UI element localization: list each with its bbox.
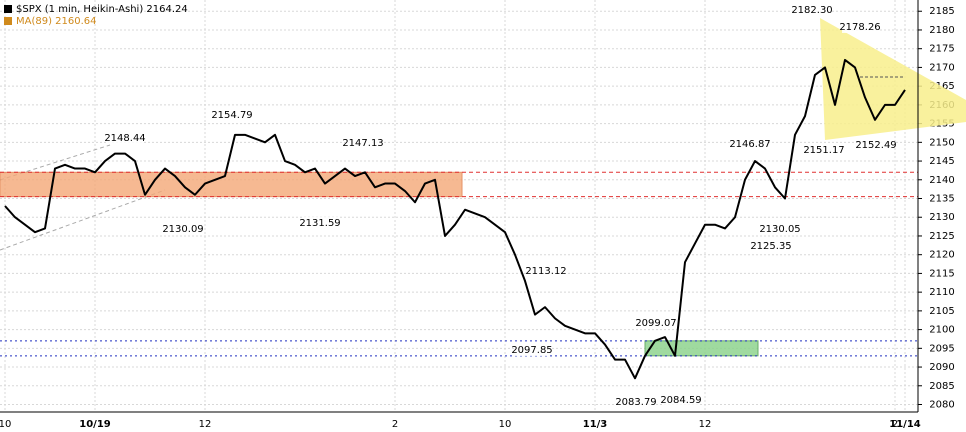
x-tick-label: 2 <box>892 419 898 430</box>
y-tick-label: 2105 <box>929 306 954 317</box>
annotation-bg <box>618 396 654 408</box>
annotation: 2182.30 <box>791 5 832 16</box>
y-tick-label: 2110 <box>929 287 954 298</box>
annotation-bg <box>302 217 338 229</box>
y-tick-label: 2080 <box>929 400 954 411</box>
y-tick-label: 2125 <box>929 231 954 242</box>
annotation: 2178.26 <box>839 22 880 33</box>
annotation: 2130.09 <box>162 224 203 235</box>
x-tick-label: 10 <box>499 419 512 430</box>
annotation: 2154.79 <box>211 110 252 121</box>
y-tick-label: 2140 <box>929 175 954 186</box>
y-tick-label: 2150 <box>929 137 954 148</box>
support-zone <box>644 340 759 357</box>
annotation-bg <box>732 138 768 150</box>
y-tick-label: 2170 <box>929 62 954 73</box>
annotation: 2152.49 <box>855 140 896 151</box>
legend-text: $SPX (1 min, Heikin-Ashi) 2164.24 <box>16 4 188 15</box>
annotation: 2125.35 <box>750 241 791 252</box>
annotation: 2113.12 <box>525 266 566 277</box>
legend-swatch <box>4 17 12 25</box>
annotation: 2151.17 <box>803 145 844 156</box>
y-tick-label: 2180 <box>929 25 954 36</box>
channel-lower <box>0 189 166 251</box>
annotation-bg <box>858 139 894 151</box>
annotation: 2099.07 <box>635 318 676 329</box>
x-tick-label: 10/19 <box>79 419 111 430</box>
y-tick-label: 2135 <box>929 194 954 205</box>
pennant <box>820 18 966 140</box>
annotation: 2084.59 <box>660 395 701 406</box>
y-tick-label: 2085 <box>929 381 954 392</box>
x-tick-label: 12 <box>199 419 212 430</box>
y-tick-label: 2090 <box>929 362 954 373</box>
price-line <box>4 58 906 380</box>
annotation: 2148.44 <box>104 133 145 144</box>
x-tick-label: 12 <box>699 419 712 430</box>
y-tick-label: 2095 <box>929 343 954 354</box>
annotation-bg <box>165 223 201 235</box>
y-tick-label: 2100 <box>929 325 954 336</box>
y-tick-label: 2130 <box>929 212 954 223</box>
annotation-bg <box>794 4 830 16</box>
annotation-bg <box>753 240 789 252</box>
x-tick-label: 2 <box>392 419 398 430</box>
y-tick-label: 2145 <box>929 156 954 167</box>
annotation-bg <box>762 223 798 235</box>
annotation-bg <box>345 137 381 149</box>
legend-swatch <box>4 5 12 13</box>
annotation: 2130.05 <box>759 224 800 235</box>
legend-text: MA(89) 2160.64 <box>16 16 97 27</box>
annotation: 2131.59 <box>299 218 340 229</box>
x-tick-label: 10 <box>0 419 11 430</box>
annotation-bg <box>663 394 699 406</box>
y-tick-label: 2120 <box>929 250 954 261</box>
annotation-bg <box>514 344 550 356</box>
annotation-bg <box>214 109 250 121</box>
x-tick-label: 11/3 <box>583 419 608 430</box>
channel-upper <box>0 144 111 181</box>
annotation: 2147.13 <box>342 138 383 149</box>
y-tick-label: 2175 <box>929 44 954 55</box>
y-tick-label: 2185 <box>929 6 954 17</box>
annotation-bg <box>638 317 674 329</box>
annotation: 2146.87 <box>729 139 770 150</box>
annotation-bg <box>528 265 564 277</box>
y-tick-label: 2115 <box>929 268 954 279</box>
annotation: 2083.79 <box>615 397 656 408</box>
annotation-bg <box>842 21 878 33</box>
drawings <box>0 18 966 251</box>
annotation-bg <box>806 144 842 156</box>
annotation: 2097.85 <box>511 345 552 356</box>
annotation-bg <box>107 132 143 144</box>
x-tick-label: 11/14 <box>889 419 921 430</box>
